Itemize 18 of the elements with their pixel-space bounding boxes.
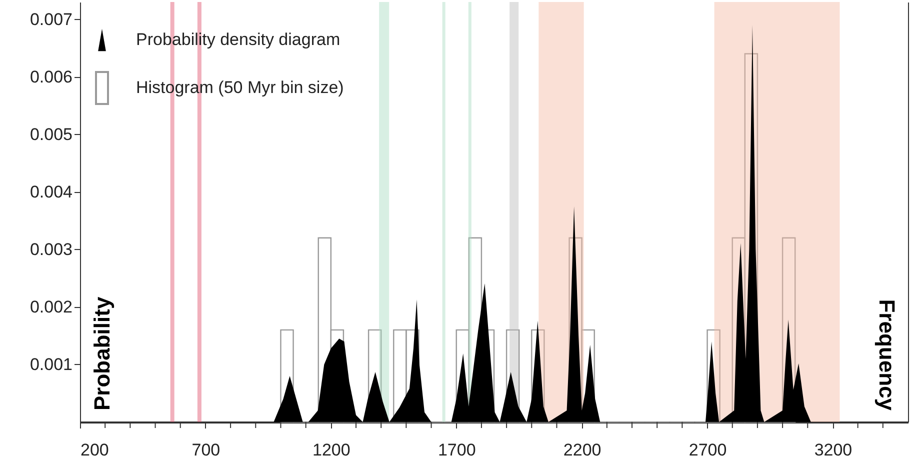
x-tick-label: 700	[192, 440, 220, 460]
y-axis-title: Probability	[90, 296, 114, 410]
legend-label: Histogram (50 Myr bin size)	[136, 78, 344, 97]
y-tick-label: 0.005	[30, 124, 72, 144]
x-tick-label: 200	[80, 440, 109, 460]
y-tick-label: 0.004	[30, 182, 72, 202]
y-tick-label: 0.002	[30, 297, 72, 316]
x-tick-label: 2200	[563, 440, 602, 460]
x-tick-label: 2700	[688, 440, 727, 460]
x-tick-label: 1200	[312, 440, 350, 460]
x-tick-label: 1700	[438, 440, 476, 460]
y-tick-label: 0.001	[30, 354, 72, 374]
y2-axis-title: Frequency	[874, 299, 900, 412]
y-tick-label: 0.003	[30, 240, 72, 259]
legend-label: Probability density diagram	[136, 30, 340, 49]
y-tick-label: 0.006	[30, 67, 72, 86]
x-tick-label: 3200	[814, 440, 852, 460]
y-tick-label: 0.007	[30, 10, 72, 29]
